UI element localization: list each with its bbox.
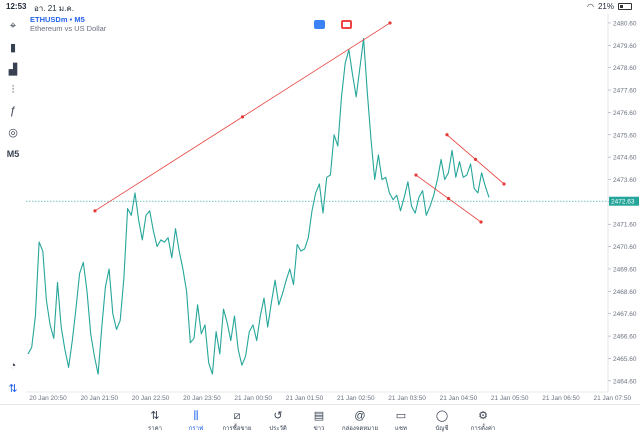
y-tick-label: 2475.60 <box>613 132 637 139</box>
x-tick-label: 20 Jan 22:50 <box>132 395 170 402</box>
sliders-icon[interactable]: ⫶ <box>11 83 15 96</box>
trendline-anchor <box>502 182 506 186</box>
y-tick-label: 2470.60 <box>613 244 637 251</box>
accounts-icon: ◯ <box>435 410 449 422</box>
price-tag-label: 2472.63 <box>611 199 635 206</box>
quotes-icon: ⇅ <box>150 410 160 422</box>
function-icon[interactable]: ƒ <box>9 105 17 117</box>
nav-accounts[interactable]: ◯ บัญชี <box>422 409 462 433</box>
y-tick-label: 2465.60 <box>613 356 637 363</box>
one-click-buy-icon[interactable] <box>314 20 325 29</box>
status-time: 12:53 <box>6 2 27 11</box>
timeframe-m5[interactable]: M5 <box>6 149 20 159</box>
nav-chart[interactable]: ⫼ กราฟ <box>176 409 216 433</box>
x-tick-label: 21 Jan 07:50 <box>594 395 632 402</box>
crosshair-icon[interactable]: ⌖ <box>9 19 17 32</box>
wifi-icon: ◠ <box>587 2 594 11</box>
y-tick-label: 2466.60 <box>613 334 637 341</box>
nav-settings-label: การตั้งค่า <box>470 426 496 432</box>
y-tick-label: 2473.60 <box>613 177 637 184</box>
status-bar: 12:53 อา. 21 ม.ค. ◠ 21% <box>0 0 640 14</box>
price-series-line <box>27 38 490 375</box>
y-tick-label: 2467.60 <box>613 311 637 318</box>
y-tick-label: 2478.60 <box>613 65 637 72</box>
objects-icon[interactable]: ◎ <box>8 126 18 139</box>
nav-chat[interactable]: ▭ แชท <box>381 409 421 433</box>
news-icon: ▤ <box>313 410 325 422</box>
nav-chat-label: แชท <box>395 426 407 432</box>
price-chart[interactable]: 2480.60 2479.60 2478.60 2477.60 2476.60 2475.… <box>0 0 640 404</box>
y-tick-label: 2464.60 <box>613 378 637 385</box>
symbol-description: Ethereum vs US Dollar <box>30 24 107 33</box>
x-tick-label: 20 Jan 21:50 <box>81 395 119 402</box>
x-tick-label: 21 Jan 01:50 <box>286 395 324 402</box>
x-tick-label: 21 Jan 05:50 <box>491 395 529 402</box>
chart-title: ETHUSDm • M5 Ethereum vs US Dollar <box>30 15 106 33</box>
one-click-sell-icon[interactable] <box>341 20 352 29</box>
y-tick-label: 2476.60 <box>613 110 637 117</box>
nav-mailbox-label: กล่องจดหมาย <box>341 426 379 432</box>
title-separator: • <box>69 15 73 24</box>
x-tick-label: 20 Jan 20:50 <box>29 395 67 402</box>
status-right: ◠ 21% <box>587 2 632 11</box>
y-tick-label: 2480.60 <box>613 20 637 27</box>
chart-icon: ⫼ <box>193 410 199 422</box>
mailbox-icon: @ <box>354 410 366 422</box>
trendline-anchor <box>479 220 483 224</box>
trendline-anchor <box>445 133 449 137</box>
nav-chart-label: กราฟ <box>188 426 204 432</box>
x-tick-label: 21 Jan 04:50 <box>440 395 478 402</box>
speed-icon[interactable]: ◔ <box>9 360 17 372</box>
trendline-anchor <box>240 115 245 119</box>
battery-icon <box>618 3 632 10</box>
trendline-anchor <box>93 209 97 213</box>
candle-type-icon[interactable]: ▮ <box>9 41 17 54</box>
nav-mailbox[interactable]: @ กล่องจดหมาย <box>340 409 380 433</box>
price-tag-box <box>609 196 639 206</box>
x-tick-label: 21 Jan 06:50 <box>542 395 580 402</box>
nav-quotes[interactable]: ⇅ ราคา <box>135 409 175 433</box>
battery-percent: 21% <box>597 2 614 11</box>
switch-icon[interactable]: ⇅ <box>8 382 18 395</box>
nav-news-label: ข่าว <box>313 426 325 432</box>
nav-trade[interactable]: ⧄ การซื้อขาย <box>217 409 257 433</box>
nav-accounts-label: บัญชี <box>435 426 449 432</box>
x-tick-label: 20 Jan 23:50 <box>183 395 221 402</box>
x-tick-label: 21 Jan 02:50 <box>337 395 375 402</box>
nav-news[interactable]: ▤ ข่าว <box>299 409 339 433</box>
trendline-anchor <box>414 173 418 177</box>
y-tick-label: 2471.60 <box>613 222 637 229</box>
indicators-icon[interactable]: ▟ <box>8 63 18 76</box>
left-toolbar: ⌖ ▮ ▟ ⫶ ƒ ◎ M5 ◔ ⇅ <box>0 14 26 395</box>
y-tick-label: 2469.60 <box>613 266 637 273</box>
settings-icon: ⚙ <box>478 410 488 422</box>
chat-icon: ▭ <box>395 410 407 422</box>
trendline-anchor <box>473 157 478 161</box>
trendline-anchor <box>388 21 392 25</box>
bottom-navigation: ⇅ ราคา ⫼ กราฟ ⧄ การซื้อขาย ↺ ประวัติ ▤ ข่าว @ กล่อง… <box>0 404 640 447</box>
trade-icon: ⧄ <box>233 410 241 422</box>
nav-settings[interactable]: ⚙ การตั้งค่า <box>463 409 503 433</box>
status-date: อา. 21 ม.ค. <box>34 4 74 13</box>
y-tick-label: 2468.60 <box>613 289 637 296</box>
timeframe-label: M5 <box>74 15 85 24</box>
x-tick-label: 21 Jan 03:50 <box>388 395 426 402</box>
nav-trade-label: การซื้อขาย <box>222 426 252 432</box>
history-icon: ↺ <box>273 410 283 422</box>
y-tick-label: 2474.60 <box>613 155 637 162</box>
y-tick-label: 2477.60 <box>613 88 637 95</box>
nav-quotes-label: ราคา <box>148 426 162 432</box>
nav-history-label: ประวัติ <box>269 426 287 432</box>
x-tick-label: 21 Jan 00:50 <box>234 395 272 402</box>
y-tick-label: 2479.60 <box>613 43 637 50</box>
symbol-name: ETHUSDm <box>30 15 68 24</box>
trendline-anchor <box>446 196 451 201</box>
nav-history[interactable]: ↺ ประวัติ <box>258 409 298 433</box>
